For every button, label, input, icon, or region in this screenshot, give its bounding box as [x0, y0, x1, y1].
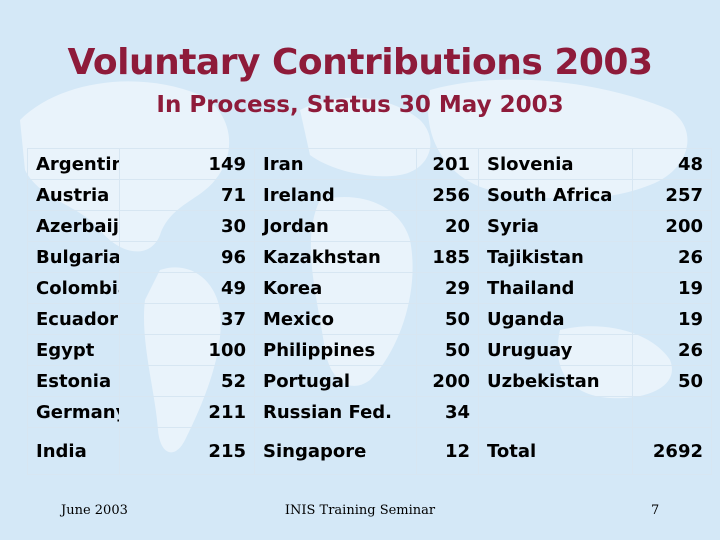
- value-cell: 50: [416, 334, 479, 366]
- value-cell: 185: [416, 241, 479, 273]
- table-row: Austria 71 Ireland 256 South Africa 257: [27, 179, 712, 211]
- value-cell: 26: [632, 334, 712, 366]
- value-cell: 52: [119, 365, 255, 397]
- country-cell: Russian Fed.: [254, 396, 417, 428]
- value-cell: 37: [119, 303, 255, 335]
- value-cell: 50: [632, 365, 712, 397]
- value-cell: 12: [416, 427, 479, 475]
- country-cell: Mexico: [254, 303, 417, 335]
- value-cell: 257: [632, 179, 712, 211]
- value-cell: 100: [119, 334, 255, 366]
- country-cell: Austria: [27, 179, 120, 211]
- value-cell: 149: [119, 148, 255, 180]
- value-cell: 26: [632, 241, 712, 273]
- country-cell: Philippines: [254, 334, 417, 366]
- slide-subtitle: In Process, Status 30 May 2003: [156, 92, 564, 118]
- country-cell: Colombia: [27, 272, 120, 304]
- country-cell: Uruguay: [478, 334, 633, 366]
- country-cell: Portugal: [254, 365, 417, 397]
- table-row: India 215 Singapore 12 Total 2692: [27, 427, 712, 475]
- country-cell: Korea: [254, 272, 417, 304]
- country-cell: Egypt: [27, 334, 120, 366]
- value-cell: 256: [416, 179, 479, 211]
- value-cell: 200: [632, 210, 712, 242]
- country-cell: India: [27, 427, 120, 475]
- value-cell: 211: [119, 396, 255, 428]
- table-row: Egypt 100 Philippines 50 Uruguay 26: [27, 334, 712, 366]
- table-row: Estonia 52 Portugal 200 Uzbekistan 50: [27, 365, 712, 397]
- footer-seminar: INIS Training Seminar: [284, 503, 436, 518]
- value-cell: 96: [119, 241, 255, 273]
- country-cell: Thailand: [478, 272, 633, 304]
- table-row: Colombia 49 Korea 29 Thailand 19: [27, 272, 712, 304]
- country-cell: Uganda: [478, 303, 633, 335]
- country-cell: Uzbekistan: [478, 365, 633, 397]
- footer-date: June 2003: [61, 503, 128, 518]
- country-cell: Iran: [254, 148, 417, 180]
- total-value-cell: 2692: [632, 427, 712, 475]
- value-cell: 30: [119, 210, 255, 242]
- page-number: 7: [651, 503, 660, 518]
- country-cell: Slovenia: [478, 148, 633, 180]
- country-cell: Singapore: [254, 427, 417, 475]
- value-cell: 49: [119, 272, 255, 304]
- value-cell: 200: [416, 365, 479, 397]
- country-cell: Bulgaria: [27, 241, 120, 273]
- country-cell: Estonia: [27, 365, 120, 397]
- country-cell: Ecuador: [27, 303, 120, 335]
- table-row: Germany 211 Russian Fed. 34: [27, 396, 712, 428]
- total-label-cell: Total: [478, 427, 633, 475]
- country-cell: Azerbaijan: [27, 210, 120, 242]
- country-cell: Germany: [27, 396, 120, 428]
- country-cell: Syria: [478, 210, 633, 242]
- value-cell: [632, 396, 712, 428]
- value-cell: 19: [632, 303, 712, 335]
- value-cell: 19: [632, 272, 712, 304]
- table-row: Azerbaijan 30 Jordan 20 Syria 200: [27, 210, 712, 242]
- country-cell: Ireland: [254, 179, 417, 211]
- table-row: Argentina 149 Iran 201 Slovenia 48: [27, 148, 712, 180]
- table-row: Ecuador 37 Mexico 50 Uganda 19: [27, 303, 712, 335]
- slide-title: Voluntary Contributions 2003: [67, 42, 653, 83]
- value-cell: 215: [119, 427, 255, 475]
- value-cell: 20: [416, 210, 479, 242]
- country-cell: Kazakhstan: [254, 241, 417, 273]
- country-cell: South Africa: [478, 179, 633, 211]
- value-cell: 50: [416, 303, 479, 335]
- country-cell: [478, 396, 633, 428]
- value-cell: 48: [632, 148, 712, 180]
- country-cell: Jordan: [254, 210, 417, 242]
- value-cell: 34: [416, 396, 479, 428]
- value-cell: 201: [416, 148, 479, 180]
- country-cell: Tajikistan: [478, 241, 633, 273]
- value-cell: 29: [416, 272, 479, 304]
- table-row: Bulgaria 96 Kazakhstan 185 Tajikistan 26: [27, 241, 712, 273]
- contributions-table: Argentina 149 Iran 201 Slovenia 48 Austr…: [27, 148, 712, 475]
- value-cell: 71: [119, 179, 255, 211]
- country-cell: Argentina: [27, 148, 120, 180]
